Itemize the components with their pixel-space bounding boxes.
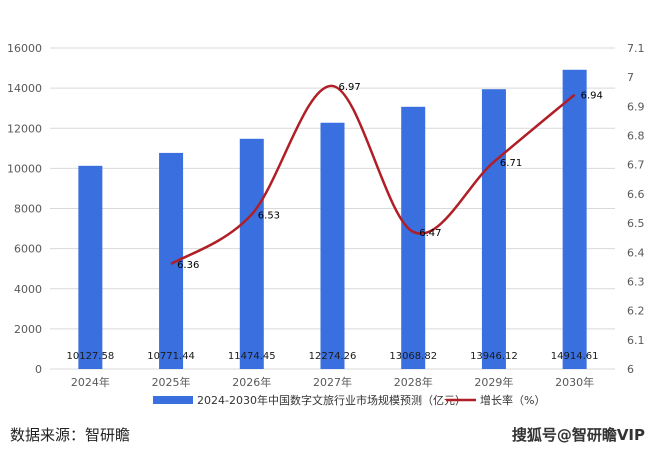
right-axis-tick-label: 6.8 bbox=[627, 130, 645, 143]
left-axis-tick-label: 14000 bbox=[7, 82, 42, 95]
bar-value-labels: 10127.58 10771.44 11474.45 12274.26 13068.82… bbox=[66, 351, 598, 362]
right-axis-tick-label: 6.2 bbox=[627, 305, 645, 318]
bar-value-label: 10127.58 bbox=[66, 351, 114, 362]
data-source-note: 数据来源：智研瞻 bbox=[10, 426, 131, 444]
right-axis-tick-label: 6.5 bbox=[627, 217, 645, 230]
legend-line-label: 增长率（%） bbox=[480, 393, 545, 407]
x-axis-tick-label: 2027年 bbox=[313, 375, 352, 389]
bar-value-label: 14914.61 bbox=[551, 351, 599, 362]
x-axis-tick-label: 2028年 bbox=[394, 375, 433, 389]
right-axis-tick-label: 6.1 bbox=[627, 334, 645, 347]
left-axis-tick-label: 16000 bbox=[7, 42, 42, 55]
growth-line-series bbox=[170, 84, 576, 266]
x-axis-tick-label: 2026年 bbox=[232, 375, 271, 389]
legend: 2024-2030年中国数字文旅行业市场规模预测（亿元） 增长率（%） bbox=[153, 393, 545, 407]
right-axis-tick-label: 6.7 bbox=[627, 159, 645, 172]
left-axis-tick-label: 10000 bbox=[7, 162, 42, 175]
left-axis-tick-label: 2000 bbox=[14, 323, 42, 336]
right-axis-tick-label: 7 bbox=[627, 71, 634, 84]
bar bbox=[401, 106, 426, 370]
bar-value-label: 10771.44 bbox=[147, 351, 195, 362]
legend-bar-label: 2024-2030年中国数字文旅行业市场规模预测（亿元） bbox=[197, 393, 466, 407]
x-axis-labels: 2024年 2025年 2026年 2027年 2028年 2029年 2030年 bbox=[71, 375, 594, 389]
bar bbox=[320, 122, 345, 370]
x-axis-tick-label: 2030年 bbox=[555, 375, 594, 389]
x-axis-tick-label: 2024年 bbox=[71, 375, 110, 389]
line-value-labels: 6.36 6.53 6.97 6.47 6.71 6.94 bbox=[177, 82, 603, 271]
left-axis-tick-label: 12000 bbox=[7, 122, 42, 135]
watermark: 搜狐号@智研瞻VIP bbox=[511, 426, 645, 444]
bar bbox=[562, 69, 587, 369]
bar-value-label: 13946.12 bbox=[470, 351, 518, 362]
bar-series bbox=[78, 69, 587, 370]
bar bbox=[78, 165, 103, 369]
right-axis-tick-label: 6 bbox=[627, 363, 634, 376]
right-axis-ticks: 6 6.1 6.2 6.3 6.4 6.5 6.6 6.7 6.8 6.9 7 7.1 bbox=[627, 42, 645, 376]
x-axis-tick-label: 2029年 bbox=[474, 375, 513, 389]
left-axis-tick-label: 0 bbox=[35, 363, 42, 376]
right-axis-tick-label: 6.6 bbox=[627, 188, 645, 201]
bar-value-label: 11474.45 bbox=[228, 351, 276, 362]
line-value-label: 6.47 bbox=[419, 228, 441, 239]
bar-value-label: 12274.26 bbox=[309, 351, 357, 362]
right-axis-tick-label: 6.3 bbox=[627, 275, 645, 288]
left-axis-tick-label: 6000 bbox=[14, 243, 42, 256]
right-axis-tick-label: 7.1 bbox=[627, 42, 645, 55]
legend-bar-swatch bbox=[153, 396, 193, 404]
left-axis-tick-label: 8000 bbox=[14, 203, 42, 216]
bar bbox=[481, 89, 506, 370]
line-value-label: 6.94 bbox=[581, 91, 603, 102]
x-axis-tick-label: 2025年 bbox=[152, 375, 191, 389]
line-value-label: 6.71 bbox=[500, 158, 522, 169]
growth-line bbox=[170, 84, 576, 266]
line-value-label: 6.97 bbox=[339, 82, 361, 93]
left-axis-ticks: 0 2000 4000 6000 8000 10000 12000 14000 16000 bbox=[7, 42, 42, 376]
bar bbox=[239, 138, 264, 369]
left-axis-tick-label: 4000 bbox=[14, 283, 42, 296]
line-value-label: 6.36 bbox=[177, 260, 199, 271]
bar-value-label: 13068.82 bbox=[389, 351, 437, 362]
right-axis-tick-label: 6.9 bbox=[627, 100, 645, 113]
right-axis-tick-label: 6.4 bbox=[627, 246, 645, 259]
line-value-label: 6.53 bbox=[258, 210, 280, 221]
